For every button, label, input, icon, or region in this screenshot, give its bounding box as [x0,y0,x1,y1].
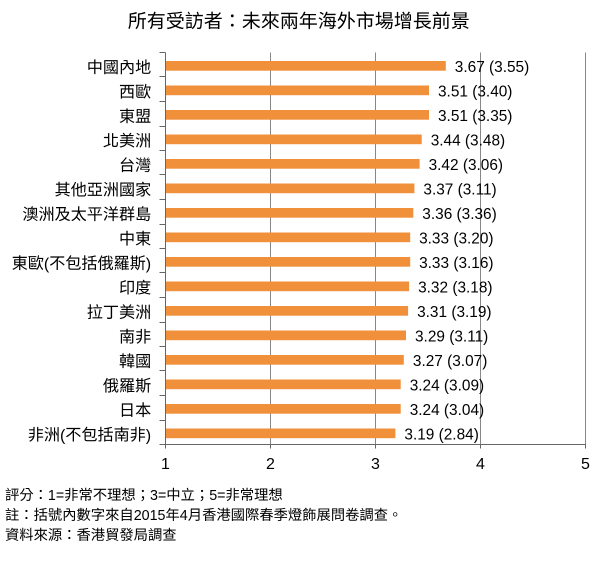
svg-text:1=: 1= [48,488,64,504]
svg-text:3.51 (3.35): 3.51 (3.35) [438,108,512,125]
svg-text:3.36 (3.36): 3.36 (3.36) [422,206,496,223]
svg-text:4: 4 [476,456,485,473]
svg-text:3.51 (3.40): 3.51 (3.40) [438,84,512,101]
svg-text:3.33 (3.20): 3.33 (3.20) [419,230,493,247]
svg-text:3.27 (3.07): 3.27 (3.07) [413,353,487,370]
svg-text:1: 1 [161,456,170,473]
svg-text:(: ( [60,426,66,444]
svg-text:3.24 (3.04): 3.24 (3.04) [410,402,484,419]
svg-text:3.67 (3.55): 3.67 (3.55) [455,59,529,76]
svg-text:(: ( [44,255,50,273]
svg-text:3.37 (3.11): 3.37 (3.11) [423,181,496,198]
svg-text:3.32 (3.18): 3.32 (3.18) [418,279,492,296]
svg-text:3.44 (3.48): 3.44 (3.48) [431,132,505,149]
svg-text:3.31 (3.19): 3.31 (3.19) [417,304,491,321]
svg-text:3.33 (3.16): 3.33 (3.16) [419,255,493,272]
svg-text:): ) [146,426,151,444]
svg-text:3: 3 [371,456,380,473]
svg-text:4: 4 [180,508,188,524]
svg-text:5: 5 [581,456,590,473]
svg-text:): ) [146,255,151,273]
svg-text:5=: 5= [209,488,225,504]
svg-text:3.19 (2.84): 3.19 (2.84) [404,426,478,443]
svg-text:3.29 (3.11): 3.29 (3.11) [415,328,488,345]
svg-text:3.42 (3.06): 3.42 (3.06) [429,157,503,174]
svg-text:2015: 2015 [134,508,166,524]
svg-text:3=: 3= [150,488,166,504]
svg-text:2: 2 [266,456,275,473]
svg-text:3.24 (3.09): 3.24 (3.09) [410,377,484,394]
